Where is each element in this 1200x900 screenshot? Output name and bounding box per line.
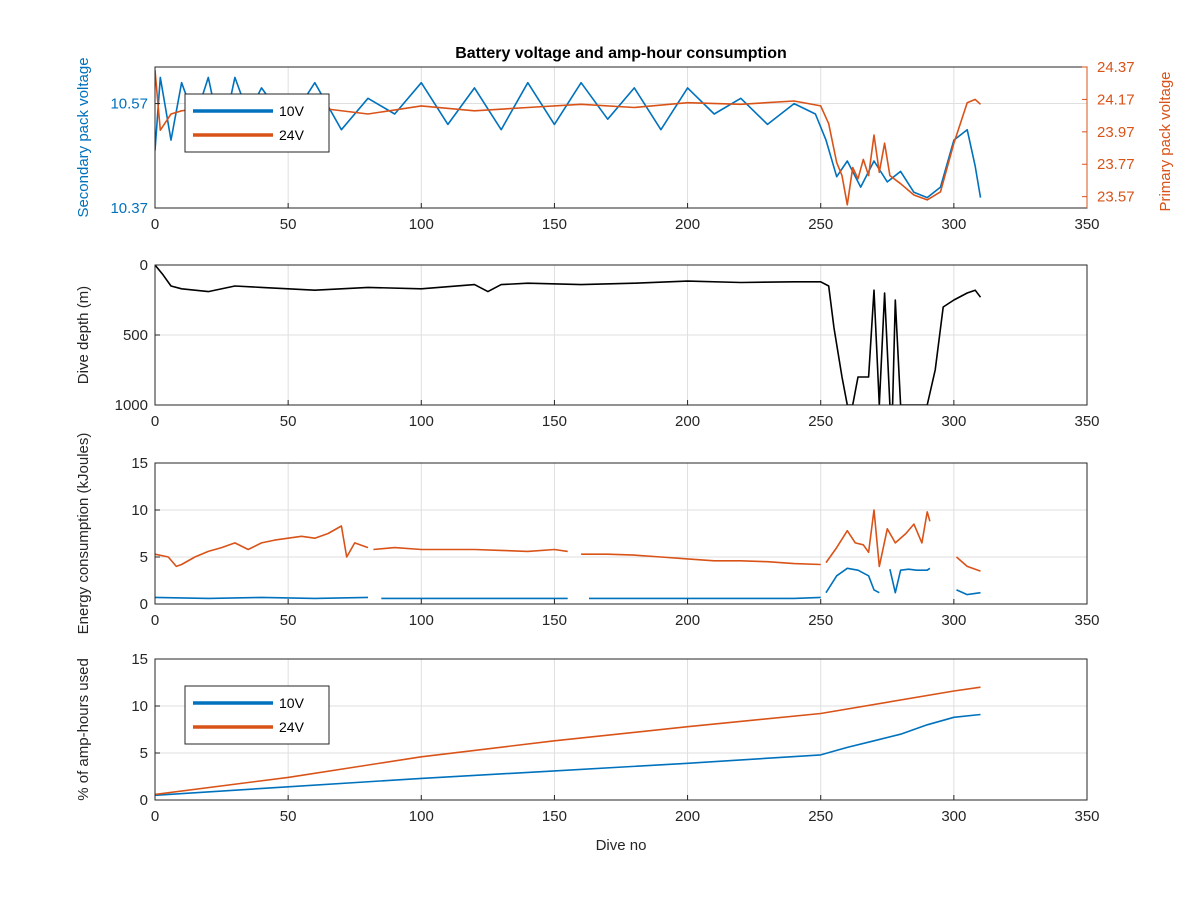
- chart0-legend-box: [184, 93, 330, 153]
- chart1-xtick-label-0: 0: [151, 413, 159, 430]
- chart2-series-24v-line-seg3: [825, 509, 931, 568]
- chart1-xtick-label-5: 250: [808, 413, 833, 430]
- chart0-ylabel-right: Primary pack voltage: [1157, 71, 1174, 211]
- chart2-series-10v-line-seg3: [825, 567, 880, 594]
- chart1-xtick-label-4: 200: [675, 413, 700, 430]
- chart0-xtick-label-0: 0: [151, 216, 159, 233]
- chart0-xtick-label-1: 50: [280, 216, 297, 233]
- chart2-ytick-label-3: 15: [131, 455, 148, 472]
- chart3-xtick-label-0: 0: [151, 808, 159, 825]
- chart0-xtick-label-5: 250: [808, 216, 833, 233]
- chart0-ytick-label-0: 10.37: [110, 200, 148, 217]
- chart2-series-10v-line-seg2: [589, 596, 821, 600]
- chart0-ytick-right-label-4: 24.37: [1097, 59, 1135, 76]
- chart0-xtick-label-7: 350: [1074, 216, 1099, 233]
- chart2-series-10v-line-seg0: [155, 596, 369, 600]
- chart3-ytick-label-0: 0: [140, 792, 148, 809]
- chart1-xtick-label-6: 300: [941, 413, 966, 430]
- chart2-series-24v-line-seg2: [581, 553, 821, 566]
- chart0-xtick-label-2: 100: [409, 216, 434, 233]
- chart2-series-10v-line-seg5: [956, 589, 981, 596]
- chart2-series-group: [155, 509, 981, 600]
- chart3-ytick-label-3: 15: [131, 651, 148, 668]
- chart0-ylabel-left: Secondary pack voltage: [75, 57, 92, 217]
- chart3-series-10v-line: [155, 713, 981, 797]
- chart3-axes-box: [154, 658, 1088, 801]
- chart3-ylabel-left: % of amp-hours used: [75, 658, 92, 801]
- chart3-legend-label-24v: 24V: [279, 719, 305, 735]
- chart3-xtick-label-4: 200: [675, 808, 700, 825]
- chart3-xlabel: Dive no: [596, 837, 647, 854]
- chart1-series-group: [155, 265, 982, 405]
- chart0-title: Battery voltage and amp-hour consumption: [455, 45, 787, 62]
- chart3-xtick-label-6: 300: [941, 808, 966, 825]
- chart2-axes-box: [154, 462, 1088, 605]
- chart2-xtick-label-5: 250: [808, 612, 833, 629]
- chart2-xtick-label-7: 350: [1074, 612, 1099, 629]
- chart2-panel: 0 50 100 150 200 250 300 350 0 5 10 15 Energy consum…: [75, 433, 1100, 635]
- chart0-xtick-label-6: 300: [941, 216, 966, 233]
- chart0-series-10v-line: [155, 76, 982, 199]
- chart2-xtick-label-1: 50: [280, 612, 297, 629]
- chart1-ytick-label-1: 500: [123, 327, 148, 344]
- chart3-legend: 10V 24V: [184, 685, 330, 745]
- chart2-ytick-label-0: 0: [140, 596, 148, 613]
- chart0-legend: 10V 24V: [184, 93, 330, 153]
- chart1-series-line-line: [155, 265, 982, 405]
- chart2-xtick-label-6: 300: [941, 612, 966, 629]
- chart0-xtick-label-4: 200: [675, 216, 700, 233]
- chart1-xtick-label-3: 150: [542, 413, 567, 430]
- chart0-legend-label-24v: 24V: [279, 127, 305, 143]
- chart3-legend-box: [184, 685, 330, 745]
- chart1-ytick-label-0: 0: [140, 257, 148, 274]
- chart2-ytick-label-2: 10: [131, 502, 148, 519]
- chart0-ytick-right-label-3: 24.17: [1097, 91, 1135, 108]
- chart3-ytick-label-1: 5: [140, 745, 148, 762]
- chart2-series-24v-line-seg0: [155, 525, 369, 568]
- chart2-plot-area: [155, 463, 1087, 604]
- chart2-xtick-label-4: 200: [675, 612, 700, 629]
- chart1-ytick-label-2: 1000: [115, 397, 148, 414]
- chart3-xtick-label-5: 250: [808, 808, 833, 825]
- chart1-xtick-label-1: 50: [280, 413, 297, 430]
- chart1-ylabel-left: Dive depth (m): [75, 286, 92, 384]
- chart2-series-10v-line-seg4: [889, 567, 931, 594]
- chart1-xtick-label-7: 350: [1074, 413, 1099, 430]
- chart2-ylabel-left: Energy consumption (kJoules): [75, 433, 92, 635]
- chart2-ytick-label-1: 5: [140, 549, 148, 566]
- chart3-series-24v-line: [155, 686, 981, 796]
- chart2-xtick-label-2: 100: [409, 612, 434, 629]
- chart0-ytick-right-label-1: 23.77: [1097, 156, 1135, 173]
- chart1-xtick-label-2: 100: [409, 413, 434, 430]
- chart0-ytick-right-label-2: 23.97: [1097, 124, 1135, 141]
- chart2-series-24v-line-seg1: [373, 546, 568, 553]
- chart3-xtick-label-7: 350: [1074, 808, 1099, 825]
- chart0-xtick-label-3: 150: [542, 216, 567, 233]
- chart2-series-24v-line-seg4: [955, 556, 981, 572]
- chart0-legend-label-10v: 10V: [279, 103, 305, 119]
- chart0-ytick-right-label-0: 23.57: [1097, 189, 1135, 206]
- chart3-legend-label-10v: 10V: [279, 695, 305, 711]
- chart3-xtick-label-2: 100: [409, 808, 434, 825]
- chart3-series-group: [155, 686, 981, 797]
- chart1-panel: 0 50 100 150 200 250 300 350 0 500 1000 Dive depth …: [75, 257, 1100, 430]
- chart2-xtick-label-3: 150: [542, 612, 567, 629]
- chart3-xtick-label-3: 150: [542, 808, 567, 825]
- chart0-panel: 0 50 100 150 200 250 300 350 10.37 10.57 23.57 23.7…: [75, 45, 1174, 233]
- chart3-panel: 0 50 100 150 200 250 300 350 0 5 10 15 % of amp-hour…: [75, 651, 1100, 854]
- chart3-xtick-label-1: 50: [280, 808, 297, 825]
- chart0-ytick-label-1: 10.57: [110, 96, 148, 113]
- chart2-xtick-label-0: 0: [151, 612, 159, 629]
- chart3-ytick-label-2: 10: [131, 698, 148, 715]
